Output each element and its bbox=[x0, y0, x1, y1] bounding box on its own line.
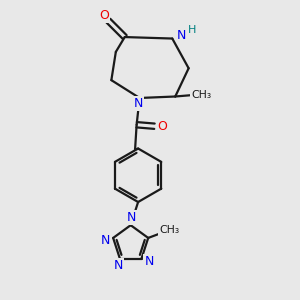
Text: N: N bbox=[114, 260, 123, 272]
Text: N: N bbox=[134, 98, 143, 110]
Text: CH₃: CH₃ bbox=[159, 226, 179, 236]
Text: N: N bbox=[127, 211, 136, 224]
Text: N: N bbox=[176, 29, 186, 42]
Text: H: H bbox=[188, 25, 196, 35]
Text: N: N bbox=[101, 234, 110, 248]
Text: N: N bbox=[144, 255, 154, 268]
Text: CH₃: CH₃ bbox=[191, 90, 211, 100]
Text: O: O bbox=[157, 120, 167, 133]
Text: O: O bbox=[99, 9, 109, 22]
